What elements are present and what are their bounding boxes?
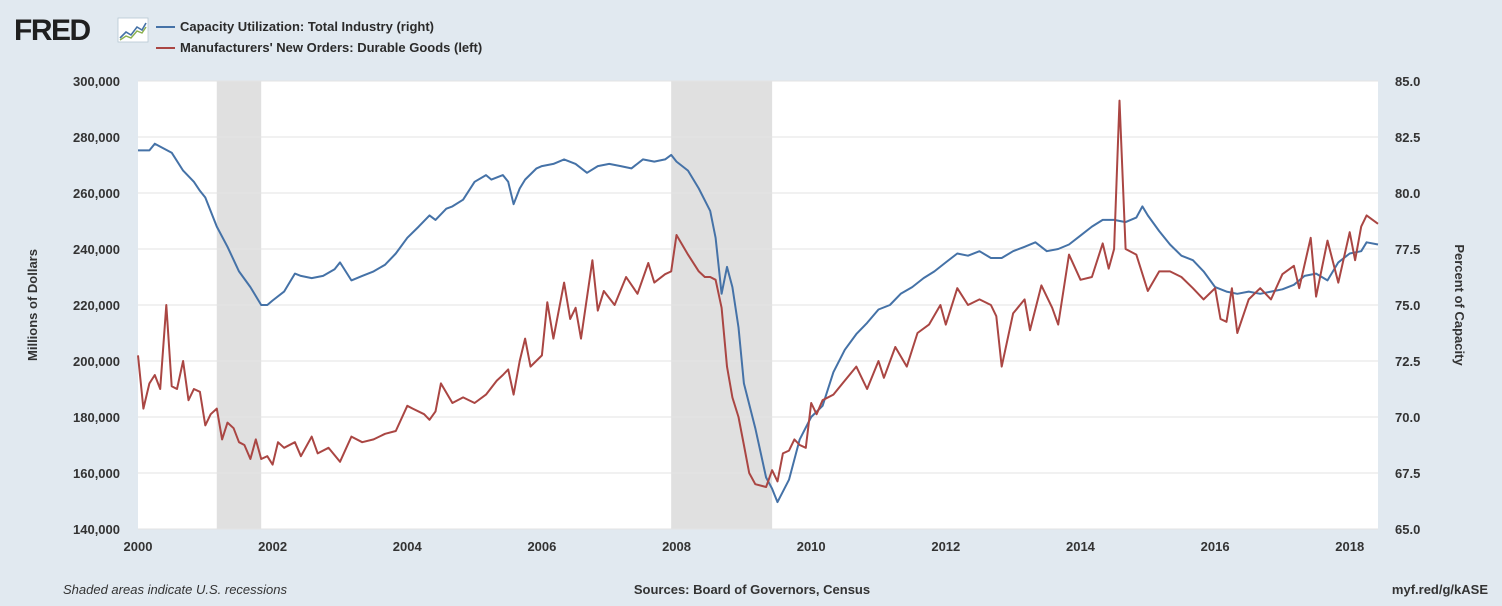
y-right-tick-label: 72.5 xyxy=(1395,354,1420,369)
y-right-tick-label: 75.0 xyxy=(1395,298,1420,313)
y-left-tick-label: 240,000 xyxy=(73,242,120,257)
x-tick-label: 2014 xyxy=(1066,539,1096,554)
x-tick-label: 2012 xyxy=(931,539,960,554)
legend-item-capacity[interactable]: Capacity Utilization: Total Industry (ri… xyxy=(156,19,434,34)
y-right-tick-label: 67.5 xyxy=(1395,466,1420,481)
fred-chart-icon xyxy=(117,17,149,43)
y-right-tick-label: 70.0 xyxy=(1395,410,1420,425)
x-tick-label: 2000 xyxy=(124,539,153,554)
y-right-tick-label: 85.0 xyxy=(1395,74,1420,89)
y-left-tick-label: 160,000 xyxy=(73,466,120,481)
x-tick-label: 2002 xyxy=(258,539,287,554)
gridlines xyxy=(138,80,1378,530)
y-right-tick-label: 77.5 xyxy=(1395,242,1420,257)
y-left-tick-label: 260,000 xyxy=(73,186,120,201)
y-right-tick-label: 82.5 xyxy=(1395,130,1420,145)
fred-logo-text: FRED xyxy=(14,14,91,47)
legend-label-orders: Manufacturers' New Orders: Durable Goods… xyxy=(180,40,482,55)
legend-item-orders[interactable]: Manufacturers' New Orders: Durable Goods… xyxy=(156,40,482,55)
x-tick-label: 2010 xyxy=(797,539,826,554)
x-tick-label: 2004 xyxy=(393,539,423,554)
y-left-tick-label: 220,000 xyxy=(73,298,120,313)
y-left-axis-title: Millions of Dollars xyxy=(25,249,40,361)
legend: Capacity Utilization: Total Industry (ri… xyxy=(156,19,482,55)
series-line-capacity-utilization[interactable] xyxy=(138,142,1379,504)
recession-note: Shaded areas indicate U.S. recessions xyxy=(63,582,288,597)
x-tick-label: 2016 xyxy=(1201,539,1230,554)
x-tick-labels: 2000 2002 2004 2006 2008 2010 2012 2014 2016 2018 xyxy=(124,539,1365,554)
short-url-link[interactable]: myf.red/g/kASE xyxy=(1392,582,1488,597)
y-left-tick-label: 140,000 xyxy=(73,522,120,537)
y-left-tick-label: 200,000 xyxy=(73,354,120,369)
series-lines xyxy=(137,99,1379,504)
x-tick-label: 2006 xyxy=(527,539,556,554)
fred-logo[interactable]: FRED xyxy=(14,14,149,47)
x-tick-label: 2018 xyxy=(1335,539,1364,554)
y-left-tick-label: 300,000 xyxy=(73,74,120,89)
y-right-axis-title: Percent of Capacity xyxy=(1452,244,1467,366)
series-line-durable-goods-orders[interactable] xyxy=(137,99,1379,488)
x-tick-label: 2008 xyxy=(662,539,691,554)
y-left-tick-labels: 140,000 160,000 180,000 200,000 220,000 240,0… xyxy=(73,74,120,537)
legend-label-capacity: Capacity Utilization: Total Industry (ri… xyxy=(180,19,434,34)
y-right-tick-label: 80.0 xyxy=(1395,186,1420,201)
y-left-tick-label: 280,000 xyxy=(73,130,120,145)
y-left-tick-label: 180,000 xyxy=(73,410,120,425)
sources-text: Sources: Board of Governors, Census xyxy=(634,582,870,597)
y-right-tick-labels: 65.0 67.5 70.0 72.5 75.0 77.5 80.0 82.5 85.0 xyxy=(1395,74,1420,537)
y-right-tick-label: 65.0 xyxy=(1395,522,1420,537)
